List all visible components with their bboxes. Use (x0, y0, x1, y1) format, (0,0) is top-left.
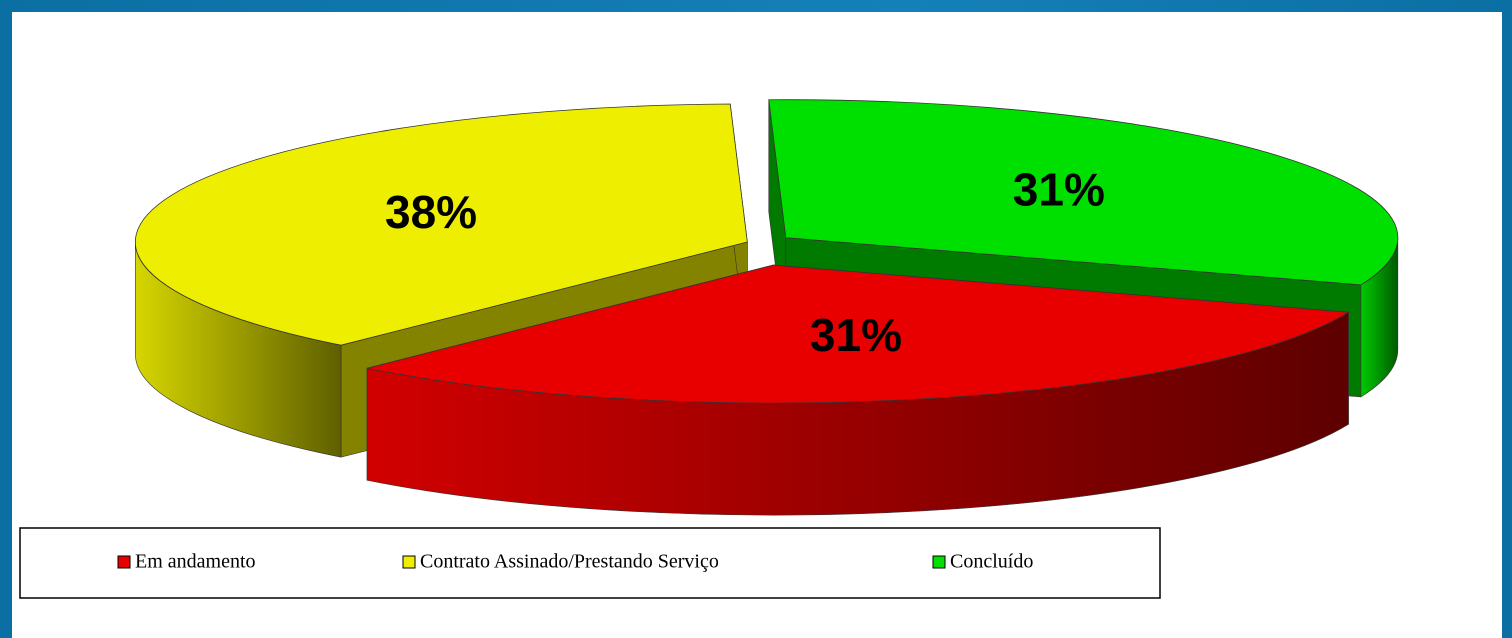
legend-box (19, 527, 1161, 599)
data-label: 31% (1013, 163, 1105, 215)
legend-label: Concluído (950, 551, 1033, 573)
legend: Em andamento Contrato Assinado/Prestando … (117, 551, 1033, 573)
legend-label: Em andamento (135, 551, 256, 573)
data-label: 31% (810, 309, 902, 361)
pie: 31% 38% 31% (134, 99, 1399, 516)
slice (366, 264, 1350, 404)
data-label: 38% (385, 186, 477, 238)
slice (134, 103, 748, 346)
slice (768, 99, 1399, 286)
legend-label: Contrato Assinado/Prestando Serviço (420, 551, 719, 573)
legend-swatch (117, 555, 131, 569)
legend-swatch (402, 555, 416, 569)
legend-swatch (932, 555, 946, 569)
